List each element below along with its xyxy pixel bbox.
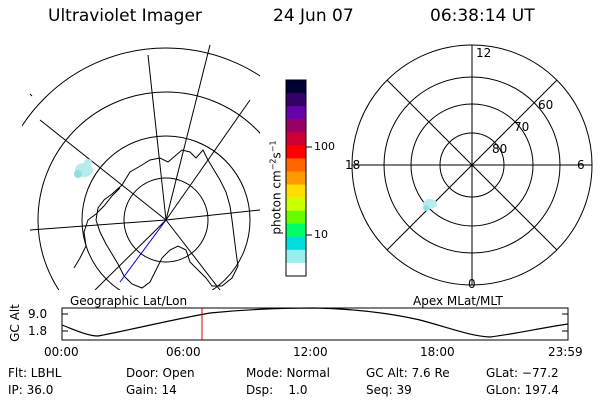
alt-xtick-1800: 18:00 xyxy=(420,345,455,359)
info-ip: IP: 36.0 xyxy=(8,383,54,397)
altitude-yticks xyxy=(62,313,568,332)
meridian xyxy=(165,219,221,290)
altitude-plot-frame xyxy=(61,307,569,341)
lat-circle xyxy=(123,177,209,263)
colorbar-swatch xyxy=(286,93,306,107)
colorbar-swatch xyxy=(286,158,306,172)
time-label: 06:38:14 UT xyxy=(430,6,535,26)
alt-xtick-1200: 12:00 xyxy=(293,345,328,359)
alt-ytick-bottom: 1.8 xyxy=(28,324,48,338)
meridian xyxy=(147,54,167,221)
colorbar-swatch xyxy=(286,223,306,238)
aurora-patch-left xyxy=(74,159,93,178)
lat-circle xyxy=(81,135,251,290)
info-seq: Seq: 39 xyxy=(366,383,412,397)
colorbar-swatch xyxy=(286,197,306,212)
lat-circle xyxy=(22,47,260,127)
info-gain: Gain: 14 xyxy=(126,383,177,397)
info-dsp: Dsp: 1.0 xyxy=(246,383,308,397)
colorbar-tick-100: 100 xyxy=(314,140,335,153)
colorbar-swatch xyxy=(286,249,306,264)
mlt-label-6: 6 xyxy=(577,158,585,172)
alt-xtick-0600: 06:00 xyxy=(166,345,201,359)
alt-ytick-top: 9.0 xyxy=(28,307,48,321)
info-glat: GLat: −77.2 xyxy=(486,366,559,380)
colorbar-swatch xyxy=(286,171,306,186)
aurora-patch-right xyxy=(423,199,437,211)
colorbar-swatch xyxy=(286,80,306,94)
app-title: Ultraviolet Imager xyxy=(48,6,202,26)
info-door: Door: Open xyxy=(126,366,195,380)
mlt-label-18: 18 xyxy=(345,158,361,172)
geographic-caption: Geographic Lat/Lon xyxy=(70,294,188,308)
info-mode: Mode: Normal xyxy=(246,366,330,380)
mlat-label-60: 60 xyxy=(538,98,554,112)
colorbar-swatch xyxy=(286,262,306,277)
info-gc-alt: GC Alt: 7.6 Re xyxy=(366,366,450,380)
coastline xyxy=(95,149,239,289)
colorbar-swatch xyxy=(286,184,306,199)
lat-circle xyxy=(37,91,260,290)
mlt-label-12: 12 xyxy=(476,46,492,60)
colorbar-gradient xyxy=(286,80,306,277)
colorbar-swatch xyxy=(286,210,306,225)
meridian xyxy=(39,119,167,221)
colorbar-frame xyxy=(285,79,307,277)
meridian xyxy=(165,44,211,221)
alt-xtick-0000: 00:00 xyxy=(44,345,79,359)
colorbar-swatch xyxy=(286,132,306,146)
coastline-peninsula xyxy=(73,187,121,269)
colorbar-tick-10: 10 xyxy=(314,228,328,241)
map-mark xyxy=(29,93,33,97)
colorbar-swatch xyxy=(286,145,306,159)
apex-caption: Apex MLat/MLT xyxy=(413,294,503,308)
colorbar-swatch xyxy=(286,119,306,133)
mlat-label-80: 80 xyxy=(492,142,508,156)
meridian xyxy=(165,209,260,221)
satellite-trace xyxy=(119,219,167,283)
mlt-diagonal xyxy=(386,79,558,251)
meridian xyxy=(94,219,167,290)
info-glon: GLon: 197.4 xyxy=(486,383,559,397)
mlat-label-70: 70 xyxy=(514,120,530,134)
date-label: 24 Jun 07 xyxy=(273,6,354,26)
alt-xtick-2359: 23:59 xyxy=(548,345,583,359)
colorbar-swatch xyxy=(286,106,306,120)
altitude-curve xyxy=(61,307,569,338)
colorbar-swatch xyxy=(286,236,306,251)
info-filter: Flt: LBHL xyxy=(8,366,62,380)
mlt-label-0: 0 xyxy=(468,277,476,291)
